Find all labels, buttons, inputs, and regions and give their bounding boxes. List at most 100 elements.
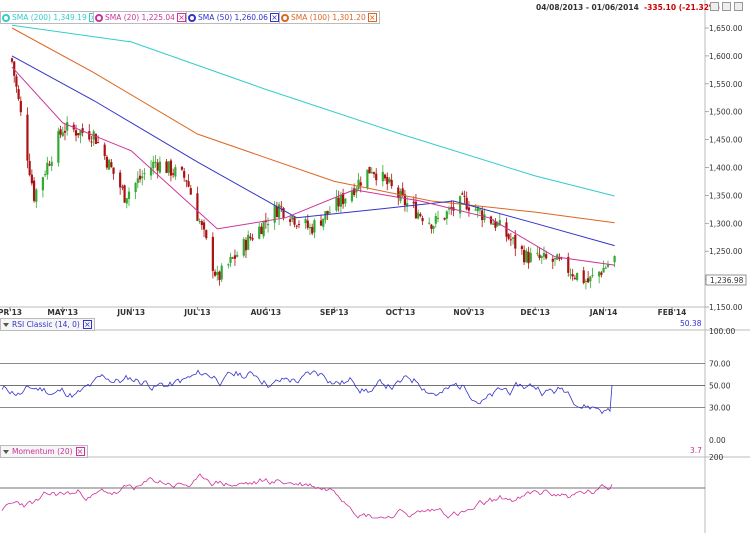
candle-body	[375, 173, 378, 181]
candle-body	[134, 182, 137, 193]
candle-body	[50, 161, 53, 166]
candle-body	[277, 204, 281, 218]
collapse-icon[interactable]	[3, 449, 9, 454]
candle-body	[342, 193, 345, 205]
legend-sma-200[interactable]: SMA (200) 1,349.19 ×	[0, 11, 101, 24]
close-icon[interactable]: ×	[176, 13, 186, 22]
candle-body	[474, 209, 477, 211]
candle-body	[463, 195, 466, 197]
candle-body	[492, 223, 495, 225]
gear-icon[interactable]	[95, 13, 103, 22]
candle-body	[540, 256, 543, 258]
close-icon[interactable]: ×	[269, 13, 279, 22]
candle-body	[262, 221, 265, 237]
candle-body	[185, 180, 188, 182]
candle-body	[432, 226, 435, 229]
candle-body	[110, 162, 113, 168]
candle-body	[509, 239, 512, 241]
x-tick-label: OCT'13	[386, 308, 416, 317]
candle-body	[414, 201, 418, 219]
candle-body	[94, 133, 97, 144]
zoom-in-icon[interactable]	[710, 2, 719, 11]
candle-body	[381, 171, 384, 182]
candle-body	[218, 271, 221, 281]
candle-body	[88, 131, 91, 140]
candle-body	[196, 193, 199, 221]
candle-body	[127, 191, 131, 199]
sma-lines	[11, 24, 615, 266]
candle-body	[326, 210, 329, 214]
candle-body	[350, 191, 354, 202]
candle-body	[582, 270, 585, 283]
candle-body	[48, 164, 51, 166]
candle-body	[401, 188, 404, 196]
candle-body	[143, 173, 146, 175]
close-icon[interactable]: ×	[75, 447, 85, 456]
candle-body	[525, 250, 528, 262]
close-icon[interactable]: ×	[82, 320, 92, 329]
legend-label: SMA (100)	[291, 13, 330, 22]
candle-body	[19, 100, 22, 113]
candle-body	[105, 156, 109, 168]
candle-body	[183, 171, 186, 178]
candle-body	[26, 114, 29, 161]
candle-body	[136, 178, 139, 183]
candle-body	[505, 222, 508, 237]
candle-body	[489, 216, 493, 224]
momentum-panel-header[interactable]: Momentum (20) ×	[0, 445, 88, 458]
x-tick-label: FEB'14	[658, 308, 687, 317]
candle-body	[613, 256, 616, 263]
gear-icon[interactable]	[2, 13, 10, 22]
candle-body	[445, 211, 448, 219]
candle-body	[220, 265, 223, 280]
legend-sma-20[interactable]: SMA (20) 1,225.04 ×	[93, 11, 189, 24]
candle-body	[141, 176, 144, 179]
candle-body	[121, 186, 124, 188]
candle-body	[308, 226, 312, 229]
price-tick-label: 1,250.00	[709, 247, 743, 256]
candle-body	[156, 162, 159, 171]
candle-body	[368, 166, 371, 174]
x-tick-label: JUL'13	[183, 308, 210, 317]
candle-body	[96, 142, 100, 144]
candle-body	[430, 224, 433, 229]
sma-line	[11, 66, 615, 266]
price-tick-label: 1,600.00	[709, 52, 743, 61]
candle-body	[149, 167, 153, 176]
candle-body	[328, 212, 331, 214]
candle-body	[211, 236, 214, 271]
rsi-panel-header[interactable]: RSI Classic (14, 0) ×	[0, 318, 95, 331]
candle-body	[273, 205, 276, 223]
candle-body	[558, 257, 561, 259]
candle-body	[520, 246, 523, 250]
reset-icon[interactable]	[734, 2, 743, 11]
candle-body	[335, 197, 338, 211]
price-tick-label: 1,300.00	[709, 219, 743, 228]
candle-body	[467, 207, 471, 211]
legend-label: SMA (50)	[198, 13, 233, 22]
candle-body	[103, 144, 106, 157]
candle-body	[266, 224, 270, 226]
zoom-out-icon[interactable]	[722, 2, 731, 11]
candle-body	[200, 221, 203, 225]
gear-icon[interactable]	[188, 13, 196, 22]
candle-body	[289, 219, 292, 222]
x-tick-label: SEP'13	[320, 308, 349, 317]
legend-label: SMA (200)	[12, 13, 51, 22]
candle-body	[542, 252, 546, 257]
candle-body	[180, 166, 184, 170]
price-tick-label: 1,150.00	[709, 303, 743, 312]
legend-value: 1,260.06	[234, 13, 268, 22]
candle-body	[584, 280, 588, 282]
legend-sma-50[interactable]: SMA (50) 1,260.06 ×	[186, 11, 282, 24]
close-icon[interactable]: ×	[367, 13, 377, 22]
candle-body	[15, 76, 18, 87]
legend-sma-100[interactable]: SMA (100) 1,301.20 ×	[279, 11, 380, 24]
legend-value: 1,225.04	[141, 13, 175, 22]
candle-body	[304, 219, 307, 224]
price-tick-label: 1,400.00	[709, 164, 743, 173]
collapse-icon[interactable]	[3, 322, 9, 327]
candle-body	[443, 217, 446, 220]
gear-icon[interactable]	[281, 13, 289, 22]
